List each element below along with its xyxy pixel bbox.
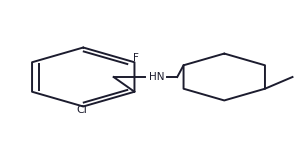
Text: Cl: Cl <box>76 105 87 115</box>
Text: HN: HN <box>149 72 164 82</box>
Text: F: F <box>133 53 139 63</box>
